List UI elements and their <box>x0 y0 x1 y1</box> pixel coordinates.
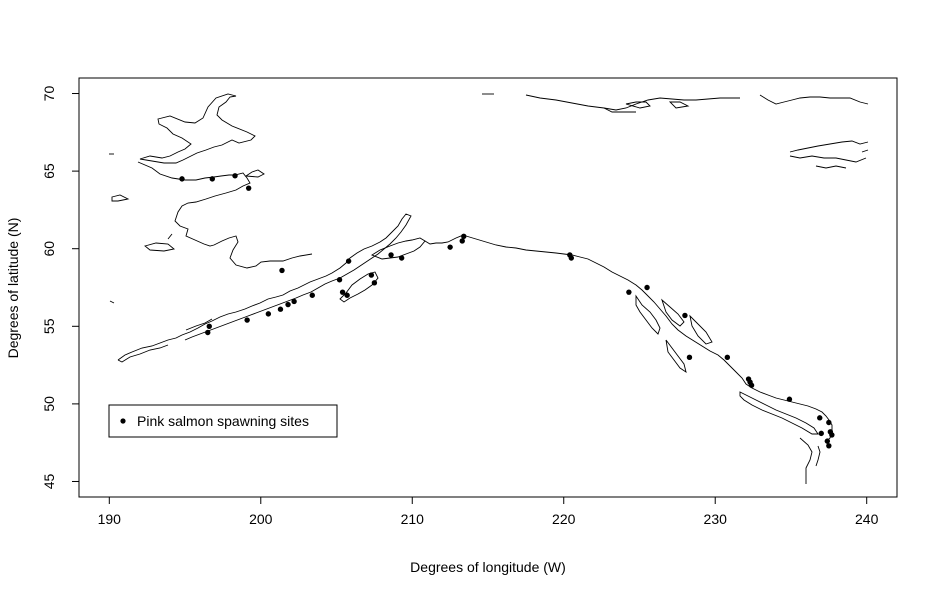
y-axis: 45 50 55 60 65 70 <box>41 86 79 489</box>
x-tick-label: 210 <box>401 511 425 527</box>
coastline-map <box>109 93 869 484</box>
spawning-site-point <box>339 289 346 295</box>
spawning-site-point <box>447 244 453 250</box>
spawning-site-point <box>826 419 832 426</box>
spawning-site-point <box>279 267 285 274</box>
legend-label: Pink salmon spawning sites <box>137 413 309 429</box>
spawning-site-point <box>568 255 575 261</box>
y-tick-label: 55 <box>41 318 57 334</box>
spawning-site-point <box>205 329 211 336</box>
spawning-site-point <box>244 317 250 323</box>
x-axis-title: Degrees of longitude (W) <box>410 559 566 575</box>
spawning-site-point <box>644 284 650 291</box>
spawning-site-point <box>818 430 824 437</box>
spawning-site-point <box>285 301 291 308</box>
spawning-site-point <box>245 185 252 191</box>
spawning-site-point <box>461 233 467 239</box>
spawning-site-point <box>829 432 835 438</box>
spawning-site-point <box>232 173 238 179</box>
y-tick-label: 70 <box>41 86 57 102</box>
spawning-site-point <box>209 176 216 182</box>
spawning-site-point <box>179 176 185 182</box>
spawning-site-point <box>291 298 297 305</box>
x-tick-label: 230 <box>704 511 728 527</box>
spawning-site-point <box>206 323 212 329</box>
x-axis: 190 200 210 220 230 240 <box>98 497 879 527</box>
spawning-site-point <box>368 272 375 278</box>
spawning-site-point <box>277 306 284 312</box>
y-tick-label: 50 <box>41 396 57 412</box>
x-tick-label: 190 <box>98 511 122 527</box>
spawning-site-point <box>336 277 343 283</box>
spawning-site-point <box>398 255 405 261</box>
spawning-site-point <box>748 382 755 388</box>
x-tick-label: 240 <box>855 511 879 527</box>
spawning-site-point <box>824 438 831 444</box>
y-tick-label: 45 <box>41 473 57 489</box>
plot-area <box>78 77 898 498</box>
spawning-site-point <box>682 312 688 319</box>
spawning-site-point <box>817 415 823 421</box>
y-tick-label: 65 <box>41 163 57 179</box>
y-axis-title: Degrees of latitude (N) <box>5 218 21 359</box>
x-tick-label: 220 <box>552 511 576 527</box>
y-tick-label: 60 <box>41 241 57 257</box>
spawning-site-point <box>724 354 731 361</box>
legend: Pink salmon spawning sites <box>108 404 338 438</box>
spawning-site-point <box>686 354 693 361</box>
x-tick-label: 200 <box>249 511 273 527</box>
spawning-site-point <box>459 238 465 244</box>
spawning-site-point <box>344 292 350 298</box>
spawning-site-point <box>826 443 832 449</box>
spawning-site-point <box>626 289 632 295</box>
spawning-site-point <box>371 280 378 286</box>
legend-marker <box>120 418 126 424</box>
spawning-site-point <box>388 252 394 258</box>
spawning-site-point <box>786 396 793 402</box>
spawning-site-point <box>345 258 352 264</box>
spawning-site-point <box>309 292 315 298</box>
legend-box <box>108 404 338 438</box>
data-points <box>179 173 835 449</box>
spawning-site-point <box>265 311 272 317</box>
